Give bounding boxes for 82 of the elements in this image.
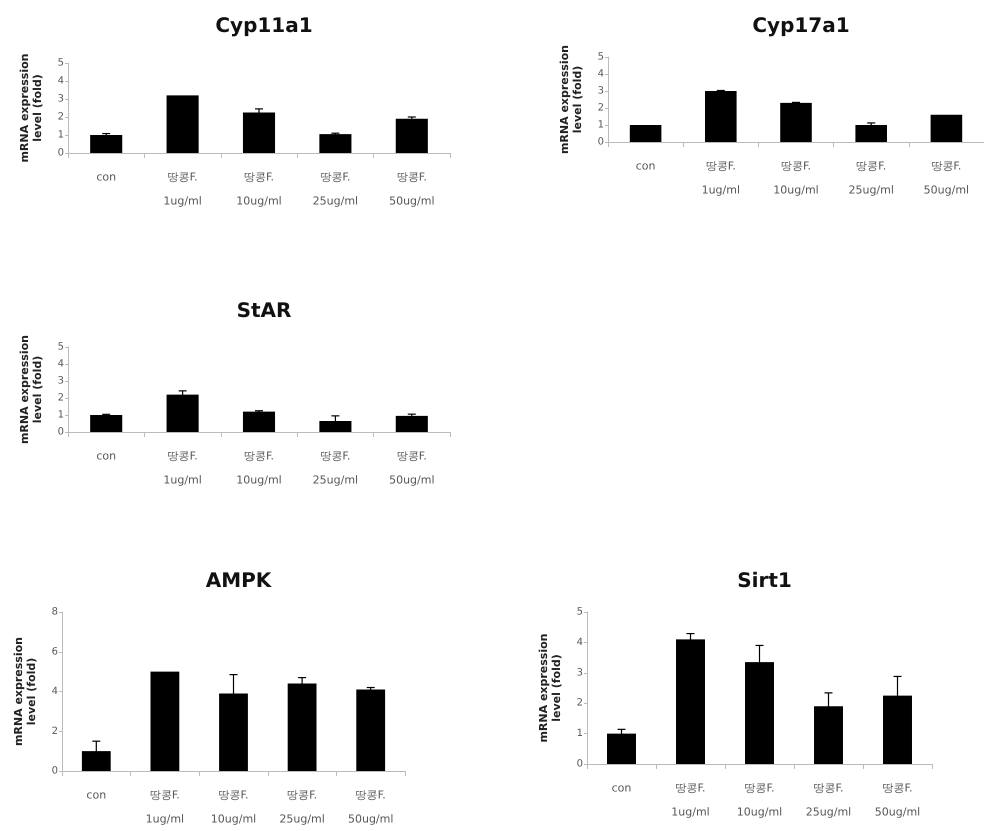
y-tick-label: 2 — [58, 112, 64, 122]
x-tick-label: 땅콩F. 1ug/ml — [163, 450, 202, 486]
y-tick-label: 0 — [58, 426, 64, 438]
bar — [396, 118, 428, 153]
bar — [780, 102, 812, 142]
x-tick-label: con — [612, 782, 632, 794]
chart-title: AMPK — [206, 568, 273, 592]
x-tick-label: 땅콩F. 25ug/ml — [806, 782, 852, 818]
x-tick-label: 땅콩F. 10ug/ml — [736, 782, 782, 818]
x-tick-label: 땅콩F. 25ug/ml — [312, 450, 358, 486]
bar — [705, 91, 737, 142]
bar — [166, 394, 199, 432]
y-tick-label: 3 — [576, 667, 583, 678]
x-tick-label: 땅콩F. 25ug/ml — [312, 170, 358, 208]
bar — [396, 416, 428, 432]
y-tick-label: 6 — [52, 646, 58, 658]
x-tick-label: 땅콩F. 10ug/ml — [773, 160, 819, 196]
y-tick-label: 0 — [58, 148, 64, 158]
y-tick-label: 3 — [598, 86, 604, 96]
chart-title: Cyp17a1 — [752, 13, 850, 37]
bar — [242, 412, 276, 432]
x-tick-label: 땅콩F. 25ug/ml — [848, 160, 894, 196]
y-tick-label: 4 — [598, 68, 604, 80]
x-tick-label: con — [96, 450, 116, 462]
y-tick-label: 3 — [58, 376, 64, 386]
y-tick-label: 4 — [58, 358, 64, 370]
y-axis-title: mRNA expression level (fold) — [18, 334, 44, 444]
y-tick-label: 1 — [576, 728, 583, 740]
x-tick-label: con — [96, 170, 116, 184]
y-tick-label: 5 — [58, 342, 64, 352]
y-axis-title: mRNA expression level (fold) — [537, 633, 563, 743]
bar — [166, 95, 199, 153]
y-tick-label: 4 — [52, 686, 58, 697]
x-tick-label: 땅콩F. 10ug/ml — [236, 170, 282, 208]
y-tick-label: 1 — [58, 130, 64, 140]
x-tick-label: 땅콩F. 1ug/ml — [163, 170, 202, 208]
bar — [150, 672, 180, 771]
x-tick-label: con — [86, 788, 106, 802]
bar — [356, 690, 386, 771]
bar — [607, 734, 636, 764]
y-tick-label: 2 — [598, 102, 604, 114]
x-tick-label: 땅콩F. 10ug/ml — [236, 450, 282, 486]
x-tick-label: con — [636, 160, 656, 172]
y-tick-label: 0 — [52, 766, 58, 776]
x-tick-label: 땅콩F. 50ug/ml — [924, 160, 970, 196]
y-tick-label: 8 — [52, 606, 58, 618]
y-tick-label: 0 — [576, 758, 583, 770]
y-axis-title: mRNA expression level (fold) — [558, 44, 584, 154]
y-tick-label: 0 — [598, 136, 604, 148]
x-tick-label: 땅콩F. 50ug/ml — [874, 782, 920, 818]
x-tick-label: 땅콩F. 50ug/ml — [348, 788, 394, 826]
y-axis-title: mRNA expression level (fold) — [12, 636, 38, 746]
bar — [855, 125, 887, 142]
x-tick-label: 땅콩F. 1ug/ml — [671, 782, 710, 818]
bar — [930, 114, 962, 142]
y-tick-label: 5 — [598, 52, 604, 62]
y-tick-label: 1 — [598, 120, 604, 130]
x-tick-label: 땅콩F. 25ug/ml — [279, 788, 325, 826]
y-tick-label: 2 — [58, 392, 64, 404]
y-tick-label: 5 — [58, 58, 64, 68]
y-tick-label: 4 — [58, 76, 64, 86]
y-tick-label: 4 — [576, 636, 583, 648]
bar — [242, 112, 276, 153]
y-tick-label: 3 — [58, 94, 64, 104]
x-tick-label: 땅콩F. 10ug/ml — [210, 788, 256, 826]
bar — [90, 135, 122, 153]
bar — [630, 125, 662, 142]
x-tick-label: 땅콩F. 1ug/ml — [146, 788, 184, 826]
chart-title: Sirt1 — [737, 568, 792, 592]
chart-title: Cyp11a1 — [215, 13, 313, 37]
bar — [319, 134, 352, 153]
x-tick-label: 땅콩F. 1ug/ml — [702, 160, 740, 196]
y-axis-title: mRNA expression level (fold) — [18, 53, 44, 163]
chart-title: StAR — [236, 298, 292, 322]
x-tick-label: 땅콩F. 50ug/ml — [389, 170, 435, 208]
bar — [90, 415, 122, 432]
y-tick-label: 5 — [576, 606, 583, 618]
y-tick-label: 2 — [52, 726, 58, 737]
y-tick-label: 2 — [576, 698, 583, 709]
y-tick-label: 1 — [58, 410, 64, 420]
bar — [319, 420, 352, 432]
x-tick-label: 땅콩F. 50ug/ml — [389, 450, 435, 486]
